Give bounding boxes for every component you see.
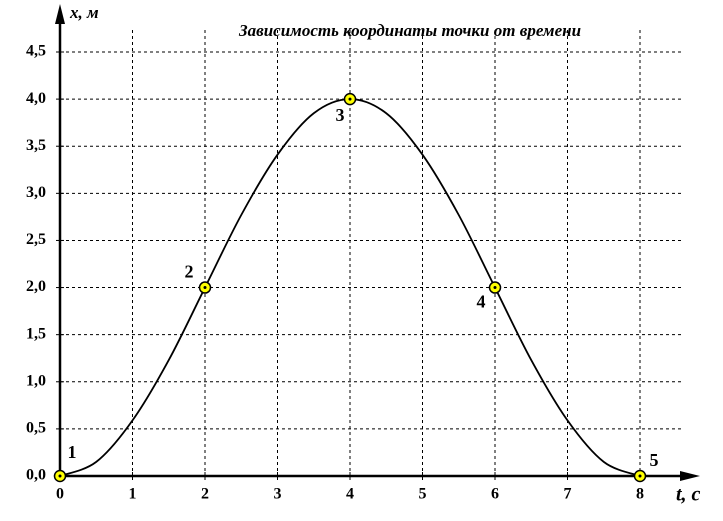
y-tick-label: 4,5: [26, 43, 46, 60]
x-tick-label: 8: [636, 486, 644, 503]
x-tick-label: 7: [564, 486, 572, 503]
y-tick-label: 3,5: [26, 137, 46, 154]
point-center: [58, 474, 62, 478]
y-tick-label: 0,0: [26, 467, 46, 484]
point-center: [203, 286, 207, 290]
point-label: 4: [477, 292, 486, 312]
x-tick-label: 6: [491, 486, 499, 503]
y-tick-label: 3,0: [26, 184, 46, 201]
x-tick-label: 2: [201, 486, 209, 503]
x-tick-label: 0: [56, 486, 64, 503]
y-tick-label: 2,5: [26, 231, 46, 248]
x-tick-label: 1: [129, 486, 137, 503]
x-tick-label: 3: [274, 486, 282, 503]
point-label: 2: [185, 262, 194, 282]
point-label: 5: [650, 450, 659, 470]
point-center: [638, 474, 642, 478]
y-axis-arrow: [55, 4, 65, 24]
y-tick-label: 0,5: [26, 420, 46, 437]
point-center: [348, 97, 352, 101]
x-tick-label: 4: [346, 486, 354, 503]
x-axis-label: t, с: [676, 484, 701, 506]
y-axis-label: x, м: [69, 3, 99, 22]
y-tick-label: 2,0: [26, 278, 46, 295]
point-center: [493, 286, 497, 290]
y-tick-label: 1,5: [26, 325, 46, 342]
chart-title: Зависимость координаты точки от времени: [238, 21, 581, 40]
x-tick-label: 5: [419, 486, 427, 503]
x-axis-arrow: [680, 471, 700, 481]
point-label: 1: [68, 442, 77, 462]
y-tick-label: 1,0: [26, 372, 46, 389]
y-tick-label: 4,0: [26, 90, 46, 107]
point-label: 3: [336, 105, 345, 125]
